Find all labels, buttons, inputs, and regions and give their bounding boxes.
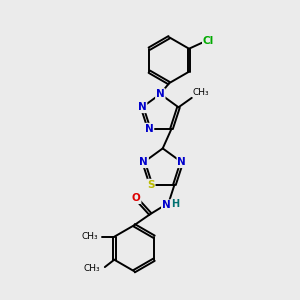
Text: N: N bbox=[138, 102, 146, 112]
Text: N: N bbox=[139, 157, 148, 167]
Text: Cl: Cl bbox=[203, 36, 214, 46]
Text: O: O bbox=[132, 193, 141, 203]
Text: CH₃: CH₃ bbox=[193, 88, 210, 97]
Text: CH₃: CH₃ bbox=[81, 232, 98, 241]
Text: N: N bbox=[145, 124, 153, 134]
Text: H: H bbox=[171, 199, 179, 209]
Text: S: S bbox=[147, 180, 155, 190]
Text: CH₃: CH₃ bbox=[84, 264, 100, 273]
Text: N: N bbox=[162, 200, 171, 210]
Text: N: N bbox=[156, 89, 165, 99]
Text: N: N bbox=[177, 157, 186, 167]
